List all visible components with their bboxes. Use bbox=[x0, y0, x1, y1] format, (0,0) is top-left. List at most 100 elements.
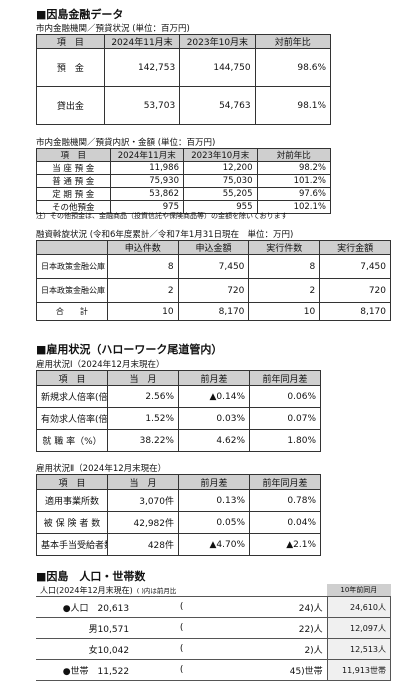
cell: 7,450 bbox=[319, 254, 391, 279]
header-cell: 申込金額 bbox=[177, 240, 250, 255]
row: 合 計 10 8,170 10 8,170 bbox=[36, 302, 391, 321]
header-row: 項 目 2024年11月末 2023年10月末 対前年比 bbox=[36, 148, 331, 162]
data-table: 項 目 2024年11月末 2023年10月末 対前年比当 座 預 金 11,986 12… bbox=[36, 148, 331, 214]
header-cell bbox=[36, 240, 108, 255]
cell: 12,097人 bbox=[326, 617, 392, 639]
data-table: 項 目当 月前月差 前年同月差 適用事業所数 3,070件 0.13% 0.78% 被 保 … bbox=[36, 474, 321, 556]
cell: 2)人 bbox=[230, 638, 328, 660]
cell: 11,913世帯 bbox=[326, 659, 392, 681]
cell: 955 bbox=[183, 200, 258, 214]
cell: 97.6% bbox=[256, 187, 331, 201]
cell: 0.05% bbox=[178, 511, 250, 534]
cell: ( bbox=[133, 638, 231, 660]
cell: その他預金 bbox=[36, 200, 111, 214]
header-row: 申込件数 申込金額 実行件数 実行金額 bbox=[36, 240, 391, 255]
row: 当 座 預 金 11,986 12,200 98.2% bbox=[36, 161, 331, 175]
table: 項 目当 月前月差 前年同月差 適用事業所数 3,070件 0.13% 0.78% 被 保 … bbox=[36, 474, 321, 556]
data-table: 項 目当 月前月差 前年同月差 新規求人倍率(倍) 2.56% ▲0.14% 0.06% 有… bbox=[36, 370, 321, 452]
cell: 98.1% bbox=[254, 86, 332, 125]
cell: 0.03% bbox=[178, 407, 250, 430]
cell: 就 職 率（%） bbox=[36, 429, 108, 452]
header-cell: 10年前同月 bbox=[327, 584, 391, 597]
cell: 適用事業所数 bbox=[36, 489, 108, 512]
data-table: 項 目 2024年11月末 2023年10月末 対前年比預 金 142,753 144,7… bbox=[36, 34, 332, 125]
row: 普 通 預 金 75,930 75,030 101.2% bbox=[36, 174, 331, 188]
cell: 38.22% bbox=[107, 429, 179, 452]
header-cell: 2023年10月末 bbox=[179, 34, 256, 49]
data-table: 申込件数申込金額実行件数実行金額日本政策金融公庫（マルケイ）87,45087,4… bbox=[36, 240, 391, 321]
header-row: 項 目当 月前月差 前年同月差 bbox=[36, 370, 321, 386]
header-cell: 項 目 bbox=[36, 370, 108, 386]
cell: 8 bbox=[248, 254, 321, 279]
table: 申込件数申込金額実行件数実行金額日本政策金融公庫（マルケイ）87,45087,4… bbox=[36, 240, 391, 321]
cell: 0.04% bbox=[249, 511, 321, 534]
cell: 日本政策金融公庫（その他） bbox=[36, 278, 108, 303]
row: 女10,042(2)人 12,513人 bbox=[36, 638, 392, 660]
table: 項 目当 月前月差 前年同月差 新規求人倍率(倍) 2.56% ▲0.14% 0.06% 有… bbox=[36, 370, 321, 452]
cell: 720 bbox=[319, 278, 391, 303]
cell: 11,986 bbox=[109, 161, 184, 175]
section-title: ■因島 人口・世帯数 bbox=[36, 570, 146, 583]
cell: 45)世帯 bbox=[230, 659, 328, 681]
cell: 被 保 険 者 数 bbox=[36, 511, 108, 534]
cell: 1.52% bbox=[107, 407, 179, 430]
cell: 8,170 bbox=[177, 302, 250, 321]
cell: 24)人 bbox=[230, 596, 328, 618]
cell: 54,763 bbox=[179, 86, 256, 125]
cell: 10 bbox=[248, 302, 321, 321]
header-cell: 前月差 bbox=[178, 474, 250, 490]
cell: 24,610人 bbox=[326, 596, 392, 618]
cell: 2 bbox=[248, 278, 321, 303]
cell: 定 期 預 金 bbox=[36, 187, 111, 201]
row: ●人口 20,613(24)人 24,610人 bbox=[36, 596, 392, 618]
cell: 預 金 bbox=[36, 48, 105, 87]
cell: 142,753 bbox=[103, 48, 181, 87]
row: 被 保 険 者 数 42,982件 0.05% 0.04% bbox=[36, 511, 321, 534]
header-cell: 前年同月差 bbox=[249, 370, 321, 386]
cell: 101.2% bbox=[256, 174, 331, 188]
header-cell: 前月差 bbox=[178, 370, 250, 386]
cell: 当 座 預 金 bbox=[36, 161, 111, 175]
header-row: 項 目 2024年11月末 2023年10月末 対前年比 bbox=[36, 34, 332, 49]
cell: 0.13% bbox=[178, 489, 250, 512]
cell: 女10,042 bbox=[36, 638, 134, 660]
cell: 12,200 bbox=[183, 161, 258, 175]
cell: 55,205 bbox=[183, 187, 258, 201]
row: 適用事業所数 3,070件 0.13% 0.78% bbox=[36, 489, 321, 512]
cell: ▲0.14% bbox=[178, 385, 250, 408]
row: ●世帯 11,522(45)世帯 11,913世帯 bbox=[36, 659, 392, 681]
cell: 基本手当受給者数 bbox=[36, 533, 108, 556]
row: 預 金 142,753 144,750 98.6% bbox=[36, 48, 332, 87]
cell: 新規求人倍率(倍) bbox=[36, 385, 108, 408]
cell: 98.6% bbox=[254, 48, 332, 87]
header-cell: 実行金額 bbox=[319, 240, 391, 255]
cell: ( bbox=[133, 659, 231, 681]
row: 有効求人倍率(倍) 1.52% 0.03% 0.07% bbox=[36, 407, 321, 430]
header-cell: 当 月 bbox=[107, 474, 179, 490]
cell: 0.78% bbox=[249, 489, 321, 512]
cell: 1.80% bbox=[249, 429, 321, 452]
cell: 有効求人倍率(倍) bbox=[36, 407, 108, 430]
cell: 42,982件 bbox=[107, 511, 179, 534]
cell: 0.07% bbox=[249, 407, 321, 430]
cell: 53,703 bbox=[103, 86, 181, 125]
note: 注）その他預金は、金融商品（投資信託や保険商品等）の金額を除いております bbox=[36, 212, 288, 220]
cell: 0.06% bbox=[249, 385, 321, 408]
header-cell: 実行件数 bbox=[248, 240, 321, 255]
header-row: 項 目当 月前月差 前年同月差 bbox=[36, 474, 321, 490]
row: 新規求人倍率(倍) 2.56% ▲0.14% 0.06% bbox=[36, 385, 321, 408]
cell: 428件 bbox=[107, 533, 179, 556]
cell: 10 bbox=[106, 302, 179, 321]
header-cell: 項 目 bbox=[36, 148, 111, 162]
caption-note: ( )内は前月比 bbox=[136, 586, 177, 595]
cell: 合 計 bbox=[36, 302, 108, 321]
cell: 98.2% bbox=[256, 161, 331, 175]
table-caption: 雇用状況Ⅱ（2024年12月末現在） bbox=[36, 464, 167, 474]
cell: 貸出金 bbox=[36, 86, 105, 125]
table: 項 目 2024年11月末 2023年10月末 対前年比預 金 142,753 144,7… bbox=[36, 34, 332, 125]
cell: ●人口 20,613 bbox=[36, 596, 134, 618]
cell: 75,030 bbox=[183, 174, 258, 188]
